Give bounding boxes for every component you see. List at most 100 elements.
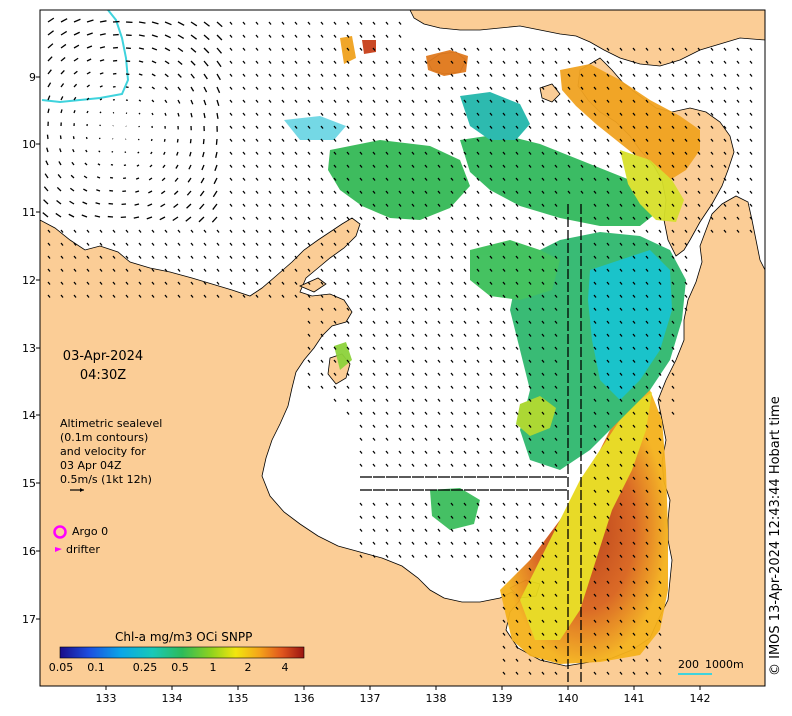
velocity-vector (580, 151, 584, 155)
velocity-vector (346, 242, 350, 246)
velocity-vector (333, 268, 337, 272)
velocity-vector (359, 190, 363, 194)
velocity-vector (60, 96, 64, 101)
velocity-vector (723, 164, 727, 168)
velocity-vector (216, 112, 219, 119)
velocity-vector (749, 229, 753, 233)
velocity-vector (463, 138, 467, 142)
velocity-vector (593, 489, 597, 493)
velocity-vector (502, 580, 506, 584)
velocity-vector (541, 645, 545, 649)
velocity-vector (320, 359, 324, 363)
velocity-vector (632, 60, 636, 64)
chl-west-island-green (334, 342, 352, 370)
velocity-vector (411, 86, 415, 90)
velocity-vector (606, 112, 610, 116)
velocity-vector (463, 515, 467, 519)
velocity-vector (593, 255, 597, 259)
velocity-vector (541, 47, 545, 51)
velocity-vector (619, 554, 623, 558)
velocity-vector (645, 580, 649, 584)
velocity-vector (398, 138, 402, 142)
velocity-vector (502, 619, 506, 623)
velocity-vector (450, 515, 454, 519)
velocity-vector (346, 99, 350, 103)
velocity-vector (255, 203, 259, 207)
velocity-vector (671, 73, 675, 77)
velocity-vector (619, 333, 623, 337)
velocity-vector (476, 177, 480, 181)
velocity-vector (489, 437, 493, 441)
velocity-vector (606, 411, 610, 415)
velocity-vector (333, 333, 337, 337)
velocity-vector (163, 138, 166, 142)
velocity-vector (202, 138, 205, 145)
velocity-vector (541, 294, 545, 298)
velocity-vector (294, 73, 298, 77)
velocity-vector (359, 229, 363, 233)
velocity-vector (541, 242, 545, 246)
velocity-vector (515, 255, 519, 259)
velocity-vector (632, 151, 636, 155)
lon-tick-136: 136 (294, 692, 315, 705)
velocity-vector (372, 554, 376, 558)
velocity-vector (202, 151, 205, 158)
velocity-vector (736, 86, 740, 90)
velocity-vector (619, 203, 623, 207)
velocity-vector (437, 385, 441, 389)
velocity-vector (42, 212, 49, 218)
chl-mid-green (430, 488, 480, 530)
velocity-vector (463, 450, 467, 454)
velocity-vector (359, 255, 363, 259)
velocity-vector (593, 528, 597, 532)
velocity-vector (528, 463, 532, 467)
velocity-vector (437, 398, 441, 402)
velocity-vector (619, 489, 623, 493)
velocity-vector (489, 47, 493, 51)
velocity-vector (189, 151, 192, 157)
velocity-vector (112, 294, 116, 298)
velocity-vector (216, 73, 221, 81)
velocity-vector (619, 398, 623, 402)
velocity-vector (502, 151, 506, 155)
velocity-vector (68, 213, 75, 218)
velocity-vector (606, 619, 610, 623)
velocity-vector (359, 411, 363, 415)
velocity-vector (645, 489, 649, 493)
velocity-vector (684, 99, 688, 103)
velocity-vector (671, 47, 675, 51)
velocity-vector (593, 541, 597, 545)
scale-bar-label-left: 200 (678, 658, 699, 671)
colorbar-bar (59, 646, 305, 659)
velocity-vector (268, 34, 272, 38)
velocity-vector (593, 437, 597, 441)
velocity-vector (173, 190, 179, 195)
velocity-vector (463, 424, 467, 428)
velocity-vector (216, 268, 220, 272)
velocity-vector (528, 99, 532, 103)
velocity-vector (619, 307, 623, 311)
velocity-vector (515, 567, 519, 571)
velocity-vector (359, 60, 363, 64)
velocity-vector (476, 554, 480, 558)
velocity-vector (47, 108, 50, 114)
velocity-vector (437, 450, 441, 454)
velocity-vector (359, 294, 363, 298)
velocity-vector (515, 346, 519, 350)
chl-west-green (516, 396, 556, 436)
velocity-vector (176, 138, 179, 143)
velocity-vector (710, 60, 714, 64)
velocity-vector (47, 229, 51, 233)
velocity-vector (632, 658, 636, 662)
velocity-vector (476, 242, 480, 246)
velocity-vector (619, 242, 623, 246)
velocity-vector (99, 98, 103, 101)
velocity-vector (294, 268, 298, 272)
velocity-vector (281, 294, 285, 298)
velocity-vector (554, 320, 558, 324)
velocity-vector (242, 242, 246, 246)
velocity-vector (489, 320, 493, 324)
velocity-vector (450, 60, 454, 64)
velocity-vector (684, 60, 688, 64)
velocity-vector (593, 320, 597, 324)
